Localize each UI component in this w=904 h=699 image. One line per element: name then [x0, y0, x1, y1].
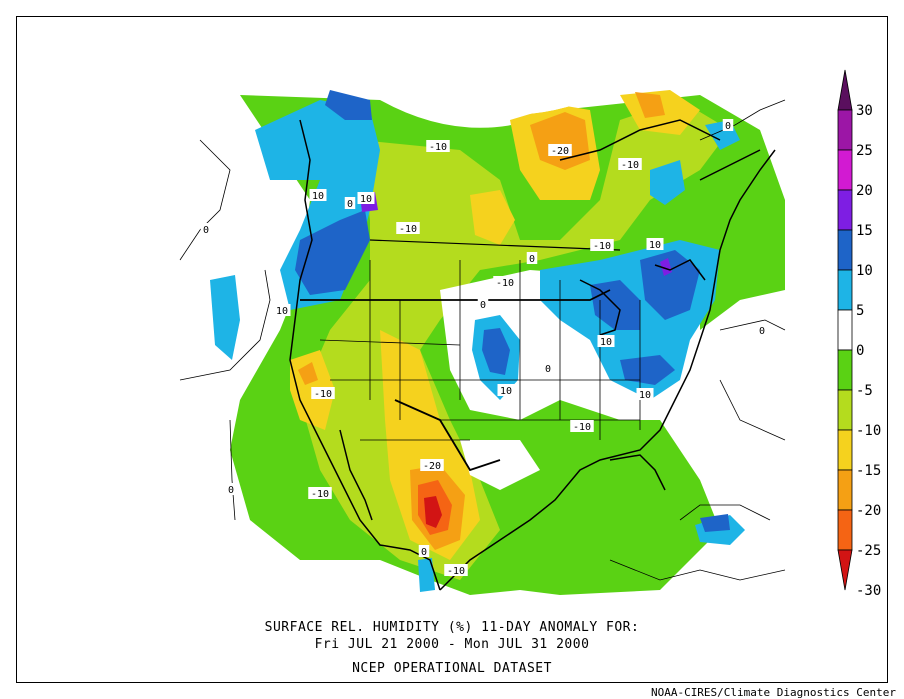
- contour-label-bg: [636, 388, 654, 400]
- contour-label-bg: [756, 324, 768, 336]
- contour-label-bg: [273, 304, 291, 316]
- contour-label: 0: [545, 364, 551, 375]
- contour-label: 10: [600, 337, 612, 348]
- title-line-3: NCEP OPERATIONAL DATASET: [352, 661, 552, 676]
- map-field: [180, 83, 785, 595]
- colorbar-top-arrow: [837, 69, 853, 111]
- colorbar-segment: [837, 269, 853, 311]
- contour-label: -10: [399, 224, 417, 235]
- colorbar-label: -5: [856, 383, 873, 399]
- contour-label: -10: [496, 278, 514, 289]
- colorbar-label: 15: [856, 223, 873, 239]
- contour-labels: -10 -20 -10 10 0 10 -10 -10 10 0 -10 0 10 10 0 -10 10 10 -…: [200, 119, 768, 577]
- contour-label-bg: [309, 189, 327, 201]
- contour-label-bg: [200, 223, 212, 235]
- credit-text: NOAA-CIRES/Climate Diagnostics Center: [650, 686, 896, 699]
- colorbar-label: -30: [856, 583, 881, 599]
- colorbar-label: 10: [856, 263, 873, 279]
- contour-label: 10: [276, 306, 288, 317]
- contour-lines: [179, 99, 786, 581]
- contour-label: 0: [421, 547, 427, 558]
- colorbar-segment: [837, 149, 853, 191]
- contour-label: 0: [480, 300, 486, 311]
- colorbar-segment: [837, 469, 853, 511]
- contour-label: 10: [500, 386, 512, 397]
- contour-label-bg: [308, 487, 332, 499]
- colorbar-bottom-arrow: [837, 549, 853, 591]
- colorbar-segment: [837, 429, 853, 471]
- contour-label: 0: [759, 326, 765, 337]
- contour-label: 10: [649, 240, 661, 251]
- contour-label: -20: [423, 461, 441, 472]
- contour-label-bg: [570, 420, 594, 432]
- contour-label: -10: [311, 489, 329, 500]
- contour-label-bg: [548, 144, 572, 156]
- colorbar-label: -20: [856, 503, 881, 519]
- colorbar-segment: [837, 109, 853, 151]
- contour-label-bg: [542, 362, 554, 374]
- colorbar-label: -10: [856, 423, 881, 439]
- colorbar-label: 5: [856, 303, 864, 319]
- contour-label: -10: [314, 389, 332, 400]
- contour-label: 0: [725, 121, 731, 132]
- contour-label-bg: [344, 197, 356, 209]
- contour-label: -10: [429, 142, 447, 153]
- colorbar-segment: [837, 509, 853, 551]
- colorbar-label: 0: [856, 343, 864, 359]
- contour-label-bg: [646, 238, 664, 250]
- contour-label: -20: [551, 146, 569, 157]
- contour-label-bg: [597, 335, 615, 347]
- contour-label: 0: [347, 199, 353, 210]
- contour-label-bg: [722, 119, 734, 131]
- contour-label: -10: [573, 422, 591, 433]
- colorbar-label: 20: [856, 183, 873, 199]
- contour-label: -10: [593, 241, 611, 252]
- coastlines-and-borders: [289, 119, 776, 591]
- contour-label: 0: [228, 485, 234, 496]
- contour-label-bg: [493, 276, 517, 288]
- colorbar-label: 25: [856, 143, 873, 159]
- colorbar-label: 30: [856, 103, 873, 119]
- contour-label: 10: [639, 390, 651, 401]
- title-line-2: Fri JUL 21 2000 - Mon JUL 31 2000: [314, 637, 590, 652]
- contour-label: 0: [203, 225, 209, 236]
- contour-label: 10: [360, 194, 372, 205]
- contour-label: 10: [312, 191, 324, 202]
- contour-label-bg: [477, 298, 489, 310]
- contour-label-bg: [225, 483, 237, 495]
- state-lines: [319, 260, 641, 441]
- contour-label-bg: [357, 192, 375, 204]
- contour-label-bg: [444, 564, 468, 576]
- contour-label-bg: [396, 222, 420, 234]
- contour-label-bg: [418, 545, 430, 557]
- colorbar-label: -25: [856, 543, 881, 559]
- colorbar-segment: [837, 189, 853, 231]
- contour-label-bg: [420, 459, 444, 471]
- colorbar-segment: [837, 309, 853, 351]
- colorbar-segment: [837, 389, 853, 431]
- contour-label-bg: [526, 252, 538, 264]
- title-line-1: SURFACE REL. HUMIDITY (%) 11-DAY ANOMALY…: [264, 620, 640, 635]
- contour-label-bg: [618, 158, 642, 170]
- contour-label-bg: [497, 384, 515, 396]
- contour-label-bg: [426, 140, 450, 152]
- colorbar-label: -15: [856, 463, 881, 479]
- colorbar-segment: [837, 229, 853, 271]
- contour-label: -10: [621, 160, 639, 171]
- colorbar-segment: [837, 349, 853, 391]
- contour-label: 0: [529, 254, 535, 265]
- contour-label: -10: [447, 566, 465, 577]
- contour-label-bg: [311, 387, 335, 399]
- contour-label-bg: [590, 239, 614, 251]
- colorbar: 30 25 20 15 10 5 0 -5 -10 -15 -20 -25 -30: [837, 69, 881, 599]
